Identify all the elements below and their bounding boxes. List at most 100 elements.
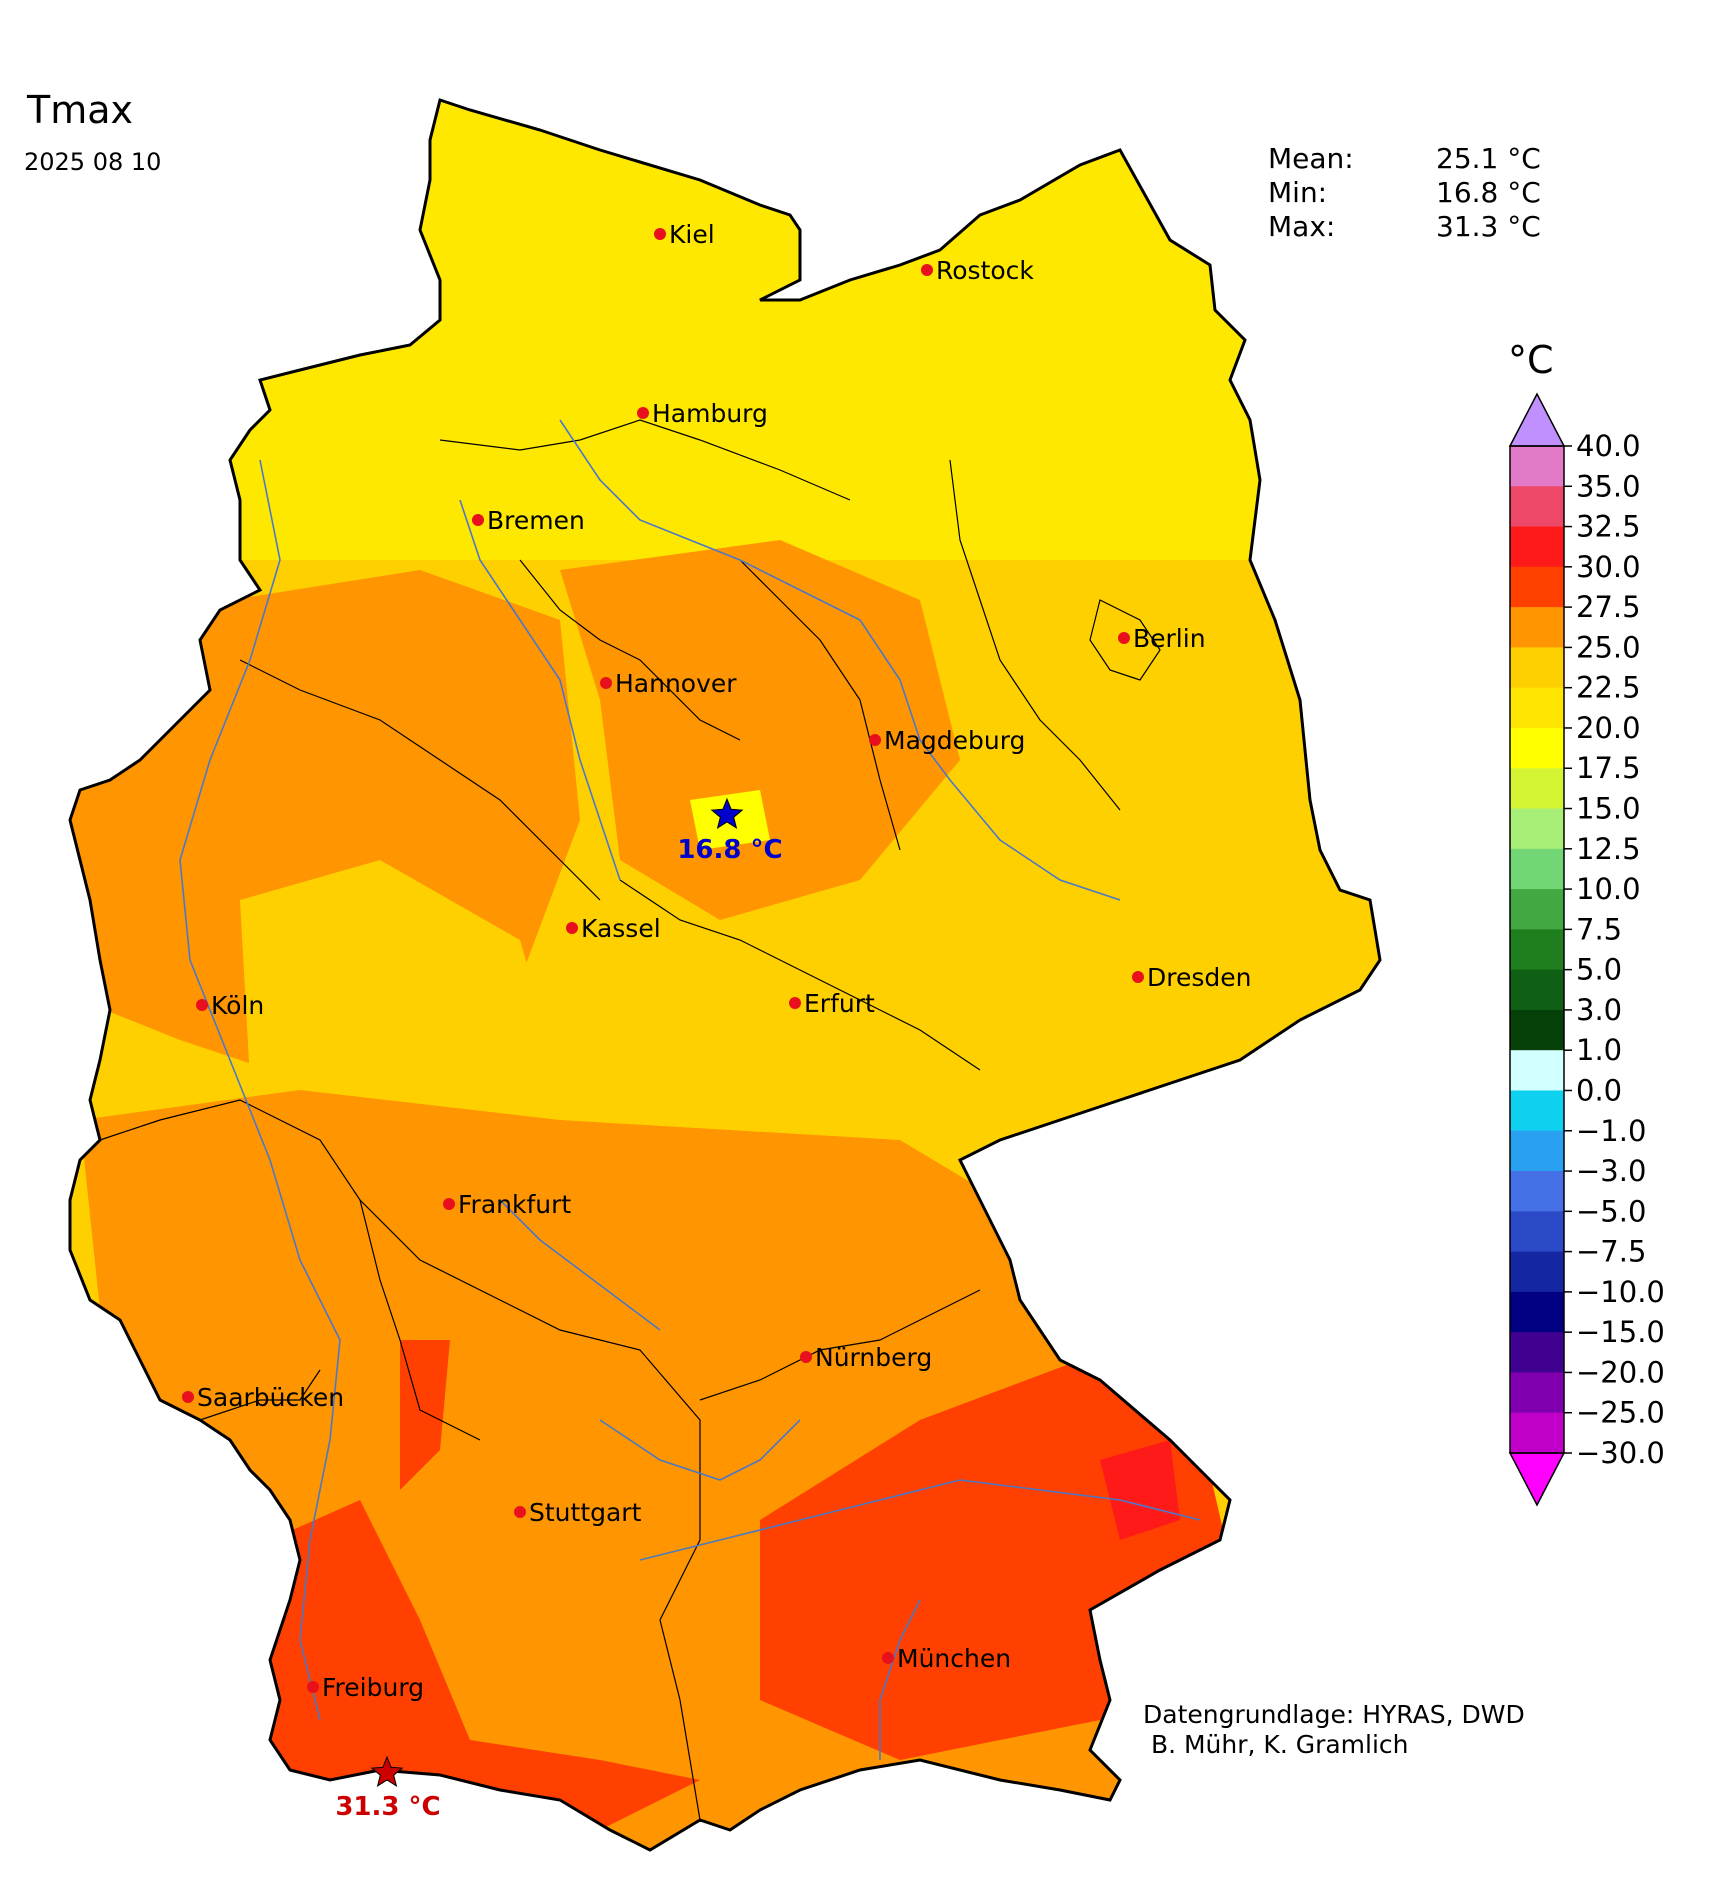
city-label: Bremen — [487, 506, 585, 535]
map-date: 2025 08 10 — [24, 148, 162, 176]
data-credit: Datengrundlage: HYRAS, DWD B. Mühr, K. G… — [1143, 1700, 1525, 1759]
colorbar-tick-label: 12.5 — [1576, 832, 1641, 866]
zone-upper-rhine-red — [400, 1340, 450, 1490]
colorbar-segment — [1510, 647, 1564, 689]
state-border-6 — [99, 1099, 501, 1301]
city-label: Berlin — [1133, 624, 1206, 653]
colorbar-segment — [1510, 1009, 1564, 1051]
colorbar-tick-label: 7.5 — [1576, 912, 1622, 946]
city-marker-icon — [472, 514, 484, 526]
colorbar-segment — [1510, 1332, 1564, 1373]
colorbar-tick-label: 32.5 — [1576, 510, 1641, 544]
colorbar-tick-label: 30.0 — [1576, 550, 1641, 584]
map-title: Tmax — [27, 88, 134, 132]
colorbar-segment — [1510, 526, 1564, 568]
zone-southwest-red — [260, 1500, 700, 1830]
city-7: Kassel — [566, 914, 661, 943]
city-marker-icon — [443, 1198, 455, 1210]
colorbar-segment — [1510, 446, 1564, 487]
stat-min: Min: 16.8 °C — [1268, 176, 1541, 210]
state-border-1 — [519, 559, 741, 741]
city-label: Erfurt — [804, 989, 875, 1018]
colorbar-tick-label: −20.0 — [1576, 1355, 1665, 1389]
colorbar-bottom-cap — [1508, 1452, 1566, 1507]
city-marker-icon — [182, 1391, 194, 1403]
stat-max-label: Max: — [1268, 210, 1336, 243]
city-label: Saarbücken — [197, 1383, 344, 1412]
rivers — [179, 419, 1201, 1760]
colorbar-tick-label: 40.0 — [1576, 429, 1641, 463]
river-6 — [499, 1199, 661, 1331]
city-marker-icon — [196, 999, 208, 1011]
colorbar-tick-label: −30.0 — [1576, 1436, 1665, 1470]
city-12: Nürnberg — [800, 1343, 932, 1372]
city-marker-icon — [869, 734, 881, 746]
city-marker-icon — [800, 1351, 812, 1363]
city-13: Saarbücken — [182, 1383, 344, 1412]
legend-unit: °C — [1508, 338, 1554, 382]
colorbar-tick-label: 25.0 — [1576, 630, 1641, 664]
city-6: Magdeburg — [869, 726, 1025, 755]
colorbar-tick-label: −1.0 — [1576, 1114, 1646, 1148]
colorbar-segment — [1510, 687, 1564, 729]
city-label: Hannover — [615, 669, 737, 698]
city-marker-icon — [600, 677, 612, 689]
city-label: Köln — [211, 991, 264, 1020]
min-star-icon — [710, 797, 744, 829]
colorbar-tick-label: 1.0 — [1576, 1033, 1622, 1067]
city-marker-icon — [882, 1652, 894, 1664]
cities-layer: Kiel Rostock Hamburg Bremen Berlin Hannover Ma… — [182, 220, 1251, 1702]
colorbar-segment — [1510, 727, 1564, 769]
state-border-11 — [1089, 599, 1161, 681]
state-border-7 — [359, 1199, 481, 1441]
stat-max-value: 31.3 °C — [1436, 210, 1541, 243]
stat-max: Max: 31.3 °C — [1268, 210, 1541, 244]
city-label: Magdeburg — [884, 726, 1025, 755]
colorbar-tick-label: 5.0 — [1576, 953, 1622, 987]
colorbar-segment — [1510, 929, 1564, 971]
state-border-0 — [439, 419, 851, 501]
colorbar-segment — [1510, 1130, 1564, 1172]
state-border-8 — [499, 1299, 701, 1821]
state-borders — [99, 419, 1161, 1821]
colorbar-segment — [1510, 848, 1564, 890]
city-9: Erfurt — [789, 989, 875, 1018]
colorbar-tick-label: 22.5 — [1576, 671, 1641, 705]
state-border-5 — [619, 879, 981, 1071]
colorbar-segment — [1510, 1090, 1564, 1132]
city-marker-icon — [514, 1506, 526, 1518]
colorbar-tick-label: −3.0 — [1576, 1154, 1646, 1188]
colorbar-tick-label: 35.0 — [1576, 469, 1641, 503]
city-marker-icon — [637, 407, 649, 419]
colorbar-segment — [1510, 1372, 1564, 1414]
river-3 — [459, 499, 621, 881]
colorbar-segment — [1510, 768, 1564, 810]
stat-mean-label: Mean: — [1268, 142, 1354, 175]
country-border — [68, 98, 1382, 1852]
city-label: Kiel — [669, 220, 715, 249]
city-1: Rostock — [921, 256, 1034, 285]
city-marker-icon — [654, 228, 666, 240]
river-2 — [859, 619, 1121, 901]
legend-ticks: 40.0 35.0 32.5 30.0 27.5 25.0 22.5 20.0 17.5 15.0… — [1564, 429, 1665, 1470]
max-value-label: 31.3 °C — [335, 1792, 440, 1822]
colorbar-frame — [1509, 445, 1565, 1454]
city-15: München — [882, 1644, 1011, 1673]
city-marker-icon — [1118, 632, 1130, 644]
colorbar-tick-label: −5.0 — [1576, 1194, 1646, 1228]
state-border-3 — [949, 459, 1121, 811]
city-4: Berlin — [1118, 624, 1206, 653]
legend-colorbar — [1508, 392, 1566, 1507]
colorbar-tick-label: −10.0 — [1576, 1275, 1665, 1309]
min-value-label: 16.8 °C — [677, 835, 782, 865]
zone-central-orange — [560, 540, 960, 920]
city-3: Bremen — [472, 506, 585, 535]
colorbar-segment — [1510, 969, 1564, 1011]
city-14: Stuttgart — [514, 1498, 642, 1527]
state-border-10 — [199, 1369, 321, 1421]
city-marker-icon — [789, 997, 801, 1009]
colorbar-tick-label: 3.0 — [1576, 993, 1622, 1027]
river-0 — [179, 459, 341, 1721]
max-star-icon — [370, 1755, 404, 1787]
